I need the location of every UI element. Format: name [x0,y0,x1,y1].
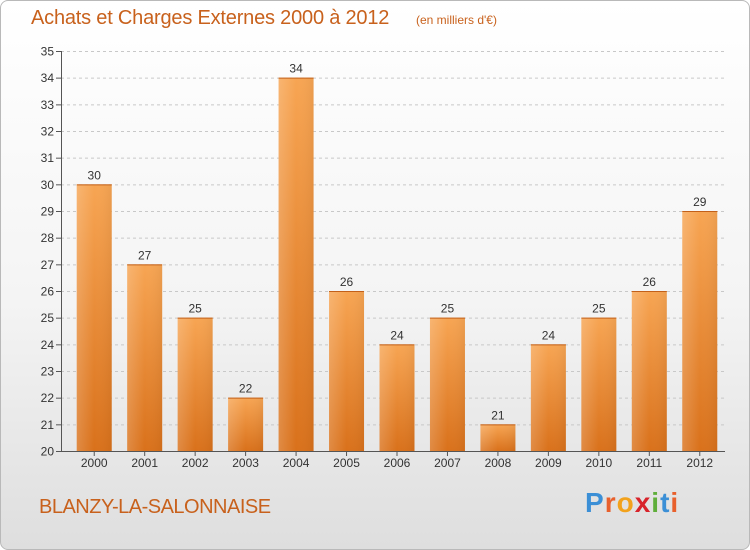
y-tick-label: 23 [41,365,55,379]
bar-shine [278,77,314,452]
x-tick-label: 2004 [283,456,310,470]
axis-layer: 20 21 22 23 24 25 26 27 28 29 30 31 32 33 34 35 2000 2001… [41,45,725,470]
y-tick-label: 33 [41,98,55,112]
x-tick-label: 2006 [384,456,411,470]
commune-name: BLANZY-LA-SALONNAISE [39,496,271,518]
bar-shine [682,211,718,451]
x-tick-label: 2003 [232,456,259,470]
proxiti-logo[interactable]: Proxiti [585,487,679,519]
logo-letter: x [634,487,652,518]
bar-shine [429,317,465,451]
y-tick-label: 30 [41,178,55,192]
logo-letter: i [651,487,661,518]
x-tick-label: 2001 [131,456,158,470]
y-tick-label: 20 [41,445,55,459]
x-tick-label: 2000 [81,456,108,470]
bar-value-label: 29 [693,195,707,209]
y-tick-label: 34 [41,71,55,85]
bar-shine [480,424,516,451]
bars-layer: 30 27 25 22 34 26 24 25 21 24 25 26 29 [76,62,718,452]
x-tick-label: 2012 [686,456,713,470]
y-tick-label: 25 [41,311,55,325]
x-tick-label: 2009 [535,456,562,470]
bar-value-label: 34 [289,62,303,76]
bar-value-label: 27 [138,248,152,262]
x-tick-label: 2008 [485,456,512,470]
y-tick-label: 27 [41,258,55,272]
y-tick-label: 21 [41,418,55,432]
y-tick-label: 29 [41,205,55,219]
logo-letter: r [604,487,617,518]
bar-value-label: 25 [441,302,455,316]
bar-value-label: 24 [542,328,556,342]
bar-value-label: 25 [188,302,202,316]
x-tick-label: 2011 [636,456,662,470]
y-tick-label: 32 [41,125,55,139]
bar-value-label: 26 [643,275,657,289]
bar-value-label: 26 [340,275,354,289]
bar-value-label: 24 [390,328,404,342]
x-tick-label: 2002 [182,456,209,470]
y-tick-label: 31 [41,151,55,165]
chart-title: Achats et Charges Externes 2000 à 2012 [31,7,390,29]
y-tick-label: 28 [41,231,55,245]
bar-value-label: 22 [239,382,253,396]
x-tick-label: 2010 [585,456,612,470]
x-tick-label: 2007 [434,456,461,470]
bar-value-label: 21 [491,408,505,422]
logo-letter: i [670,487,680,518]
logo-letter: o [616,487,635,518]
y-tick-label: 26 [41,285,55,299]
bar-value-label: 25 [592,302,606,316]
bar-shine [530,344,566,451]
bar-shine [329,291,365,451]
logo-letter: t [660,487,671,518]
logo-letter: P [585,487,605,518]
y-tick-label: 24 [41,338,55,352]
bar-shine [379,344,415,451]
bar-shine [76,184,112,452]
bar-shine [127,264,163,451]
bar-shine [631,291,667,451]
bar-value-label: 30 [88,168,102,182]
bar-shine [228,397,264,451]
bar-shine [581,317,617,451]
bar-shine [177,317,213,451]
y-tick-label: 22 [41,391,55,405]
x-tick-label: 2005 [333,456,360,470]
y-tick-label: 35 [41,45,55,59]
chart-unit: (en milliers d'€) [416,13,497,27]
